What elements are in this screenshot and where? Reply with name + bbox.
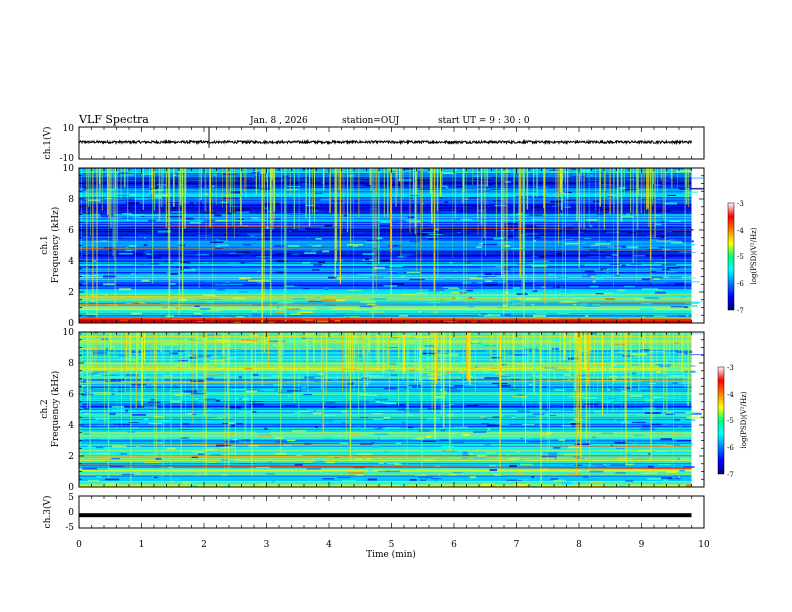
ch1-ytick-10: 10 <box>63 164 75 174</box>
date-label: Jan. 8 , 2026 <box>249 116 308 126</box>
ch1-spectrogram-panel: 0 2 4 6 8 10 ch.1 Frequency (kHz) <box>40 164 705 329</box>
ch2-cb-tick-m3: -3 <box>727 364 734 372</box>
ch2-cb-tick-m6: -6 <box>727 444 734 452</box>
ch2-ytick-4: 4 <box>68 421 74 431</box>
x-tick-label-7: 7 <box>514 540 520 550</box>
ch3-waveform-frame <box>78 495 705 529</box>
ch3-ytick-5: 5 <box>68 493 74 503</box>
x-tick-label-6: 6 <box>451 540 457 550</box>
ch2-spectrogram-panel: 0 2 4 6 8 10 ch.2 Frequency (kHz) <box>40 328 705 493</box>
station-label: station=OUJ <box>342 116 400 126</box>
x-tick-label-0: 0 <box>76 540 82 550</box>
y-tick-mark-path <box>79 167 704 488</box>
ch2-colorbar-bar <box>717 366 725 475</box>
x-tick-label-2: 2 <box>201 540 207 550</box>
ch2-ytick-8: 8 <box>68 359 74 369</box>
ch1-spectrogram-image <box>79 168 704 323</box>
x-tick-label-1: 1 <box>139 540 145 550</box>
ch1-ytick-8: 8 <box>68 195 74 205</box>
ch1-ytick-top: 10 <box>63 124 75 134</box>
ch3-waveform-ylabel: ch.3(V) <box>42 496 53 529</box>
ch1-spectrogram-label-a: ch.1 <box>40 235 50 254</box>
ch1-waveform-ylabel: ch.1(V) <box>42 127 53 160</box>
figure-title: VLF Spectra <box>78 113 149 126</box>
ch1-ytick-4: 4 <box>68 257 74 267</box>
ch1-colorbar: -3 -4 -5 -6 -7 log(PSD)(V²/Hz) <box>727 200 758 315</box>
ch2-colorbar-label: log(PSD)(V²/Hz) <box>740 391 748 448</box>
x-tick-label-8: 8 <box>576 540 582 550</box>
x-tick-label-3: 3 <box>264 540 270 550</box>
ch1-colorbar-bar <box>727 202 735 311</box>
ch1-ytick-0: 0 <box>68 319 74 329</box>
x-tick-label-9: 9 <box>639 540 645 550</box>
ch2-spectrogram-image <box>79 332 704 487</box>
ch1-cb-tick-m7: -7 <box>737 307 744 315</box>
ch2-spectrogram-label-a: ch.2 <box>40 399 50 418</box>
ch1-waveform-panel: 10 -10 ch.1(V) <box>42 124 705 164</box>
ch2-cb-tick-m4: -4 <box>727 391 734 399</box>
ch1-cb-tick-m6: -6 <box>737 280 744 288</box>
ch1-colorbar-label: log(PSD)(V²/Hz) <box>750 227 758 284</box>
ch2-ytick-6: 6 <box>68 390 74 400</box>
tick-mark-path <box>78 127 705 528</box>
ch3-waveform-panel: 5 0 -5 ch.3(V) <box>42 493 705 533</box>
ch3-waveform-line <box>79 513 692 518</box>
x-tick-label-5: 5 <box>389 540 395 550</box>
ch2-ytick-10: 10 <box>63 328 75 338</box>
ch1-cb-tick-m3: -3 <box>737 200 744 208</box>
ch1-ytick-2: 2 <box>68 288 74 298</box>
start-time-label: start UT = 9 : 30 : 0 <box>438 116 530 126</box>
ch3-ytick-0: 0 <box>68 508 74 518</box>
x-tick-label-4: 4 <box>326 540 332 550</box>
ch1-ytick-6: 6 <box>68 226 74 236</box>
x-tick-label-10: 10 <box>698 540 710 550</box>
ch2-colorbar: -3 -4 -5 -6 -7 log(PSD)(V²/Hz) <box>717 364 748 479</box>
x-tick-marks <box>78 127 705 528</box>
x-axis-label: Time (min) <box>366 549 416 560</box>
ch1-ytick-bottom: -10 <box>60 154 75 164</box>
ch3-ytick-m5: -5 <box>65 523 74 533</box>
ch2-ytick-2: 2 <box>68 452 74 462</box>
ch2-ytick-0: 0 <box>68 483 74 493</box>
x-axis-tick-labels: 0 1 2 3 4 5 6 7 8 9 10 <box>76 540 710 550</box>
ch2-cb-tick-m7: -7 <box>727 471 734 479</box>
ch1-cb-tick-m5: -5 <box>737 253 744 261</box>
ch1-cb-tick-m4: -4 <box>737 227 744 235</box>
ch1-spectrogram-ylabel: Frequency (kHz) <box>50 207 61 284</box>
ch1-waveform-line <box>78 127 692 148</box>
ch2-spectrogram-ylabel: Frequency (kHz) <box>50 371 61 448</box>
ch2-cb-tick-m5: -5 <box>727 417 734 425</box>
